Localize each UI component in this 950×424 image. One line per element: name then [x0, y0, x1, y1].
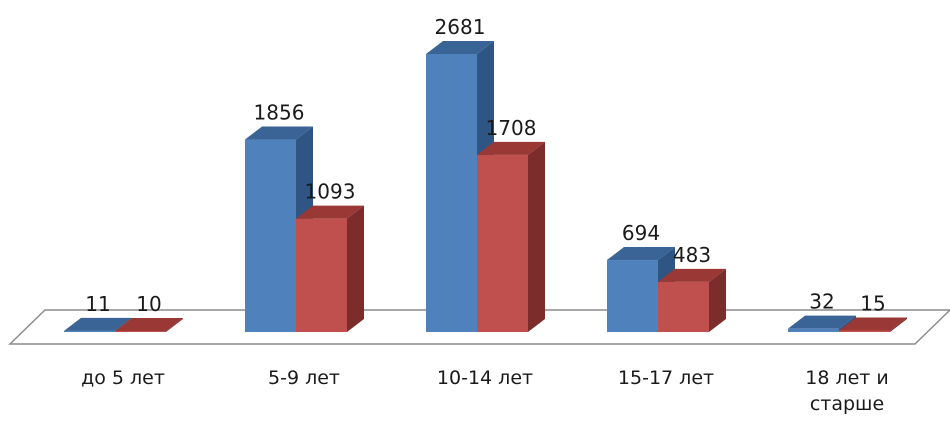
bar-series2-2: [477, 141, 545, 332]
bar-top: [115, 317, 183, 331]
bar-top: [607, 247, 675, 261]
value-label-series2-4: 15: [860, 291, 885, 315]
bar-front: [115, 330, 166, 332]
category-label-0: до 5 лет: [81, 367, 165, 389]
bar-series2-1: [296, 205, 364, 332]
bar-front: [788, 328, 839, 332]
bar-top: [245, 126, 313, 140]
bar-top: [477, 141, 545, 155]
category-label-2: 10-14 лет: [437, 367, 533, 389]
bar-side: [528, 141, 545, 332]
bar-series2-0: [115, 317, 183, 332]
bar-side: [166, 317, 183, 332]
bar-top: [788, 315, 856, 329]
bar-front: [658, 281, 709, 332]
bar-front: [296, 218, 347, 332]
bar-side: [347, 205, 364, 332]
category-label-4: 18 лет и старше: [805, 367, 889, 415]
value-label-series1-1: 1856: [254, 101, 305, 125]
bar-top: [296, 205, 364, 219]
bar-front: [839, 330, 890, 332]
value-label-series2-2: 1708: [486, 116, 537, 140]
bar-side: [709, 268, 726, 332]
bar-side: [890, 317, 907, 332]
value-label-series2-0: 10: [136, 292, 161, 316]
bar-top: [64, 317, 132, 331]
bar-top: [426, 41, 494, 54]
bar-front: [477, 154, 528, 332]
bar-front: [245, 139, 296, 332]
bar-series2-3: [658, 268, 726, 332]
bar-front: [64, 330, 115, 332]
value-label-series1-2: 2681: [435, 15, 486, 39]
value-label-series1-3: 694: [622, 221, 660, 245]
value-label-series2-3: 483: [673, 243, 711, 267]
value-label-series2-1: 1093: [305, 180, 356, 204]
bar-top: [839, 317, 907, 331]
value-label-series1-4: 32: [809, 290, 834, 314]
bar-top: [658, 268, 726, 282]
category-label-3: 15-17 лет: [618, 367, 714, 389]
category-label-1: 5-9 лет: [268, 367, 340, 389]
bar-series2-4: [839, 317, 907, 332]
bar-front: [426, 54, 477, 332]
value-label-series1-0: 11: [85, 292, 110, 316]
bar-front: [607, 260, 658, 332]
